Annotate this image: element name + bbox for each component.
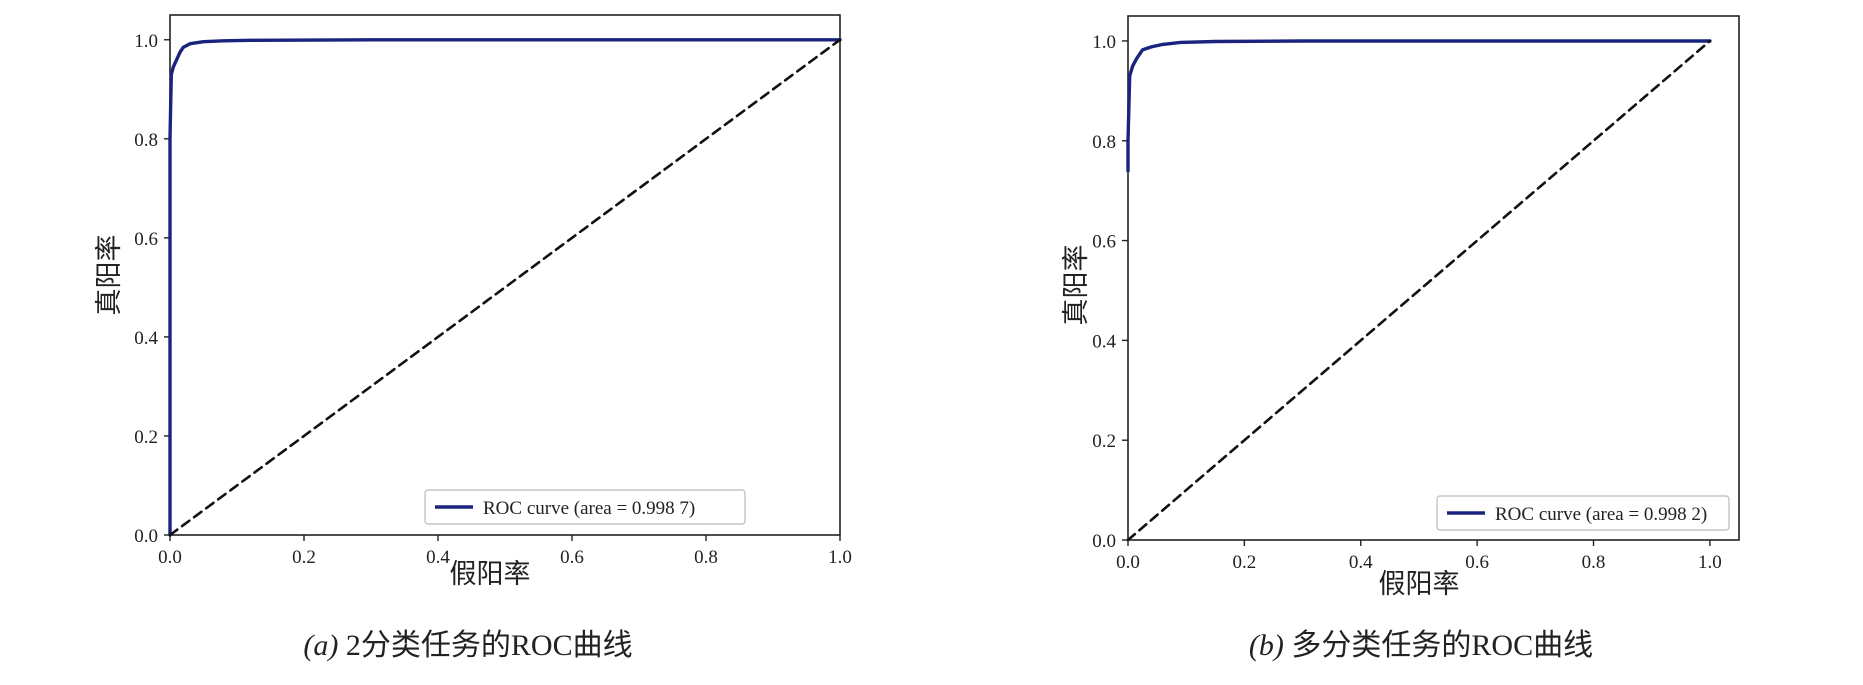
y-tick-label: 0.2 <box>1092 431 1116 452</box>
x-tick-label: 0.0 <box>1116 552 1140 573</box>
legend: ROC curve (area = 0.998 2) <box>1436 495 1730 531</box>
legend: ROC curve (area = 0.998 7) <box>424 489 746 525</box>
figure-caption: (a) 2分类任务的ROC曲线 <box>303 629 632 662</box>
chance-diagonal-line <box>168 38 842 537</box>
x-tick-label: 0.6 <box>1465 552 1489 573</box>
x-tick-label: 0.4 <box>1349 552 1373 573</box>
plot-frame <box>169 14 841 536</box>
y-tick-label: 1.0 <box>1092 32 1116 53</box>
y-tick-label: 0.4 <box>1092 331 1116 352</box>
y-tick-label: 0.6 <box>1092 232 1116 253</box>
legend-box <box>424 489 746 525</box>
x-tick-label: 1.0 <box>828 547 852 568</box>
chance-diagonal-line <box>1126 39 1712 542</box>
x-tick-label: 0.8 <box>694 547 718 568</box>
y-tick-label: 0.4 <box>134 328 158 349</box>
legend-label: ROC curve (area = 0.998 2) <box>1495 504 1707 525</box>
plot-frame <box>1127 15 1740 541</box>
y-tick-label: 0.0 <box>134 526 158 547</box>
x-tick-label: 1.0 <box>1698 552 1722 573</box>
chart-panel-b: 0.0 0.2 0.4 0.6 0.8 1.0 0.0 0.2 0.4 0.6 0.8 1.0 ROC … <box>1061 15 1740 662</box>
chart-panel-a: 0.0 0.2 0.4 0.6 0.8 1.0 0.0 0.2 0.4 0.6 0.8 1.0 ROC … <box>94 14 852 662</box>
x-axis-label: 假阳率 <box>1379 569 1460 599</box>
y-tick-label: 0.2 <box>134 427 158 448</box>
x-tick-label: 0.2 <box>1233 552 1257 573</box>
y-axis-label: 真阳率 <box>1061 245 1091 326</box>
y-tick-label: 0.8 <box>1092 132 1116 153</box>
x-tick-label: 0.4 <box>426 547 450 568</box>
caption-text: 2分类任务的ROC曲线 <box>338 629 632 662</box>
figure-caption: (b) 多分类任务的ROC曲线 <box>1249 629 1593 662</box>
x-tick-label: 0.0 <box>158 547 182 568</box>
y-tick-label: 0.0 <box>1092 531 1116 552</box>
x-tick-label: 0.2 <box>292 547 316 568</box>
legend-label: ROC curve (area = 0.998 7) <box>483 498 695 519</box>
caption-tag: (a) <box>303 629 338 662</box>
caption-tag: (b) <box>1249 629 1284 662</box>
legend-box <box>1436 495 1730 531</box>
roc-curve-line <box>1126 39 1712 173</box>
y-tick-label: 0.8 <box>134 130 158 151</box>
caption-text: 多分类任务的ROC曲线 <box>1284 629 1593 662</box>
y-axis-label: 真阳率 <box>94 235 124 316</box>
x-tick-label: 0.6 <box>560 547 584 568</box>
roc-curve-line <box>168 38 842 537</box>
y-tick-label: 1.0 <box>134 31 158 52</box>
x-tick-label: 0.8 <box>1582 552 1606 573</box>
x-axis-label: 假阳率 <box>450 559 531 589</box>
y-tick-label: 0.6 <box>134 229 158 250</box>
